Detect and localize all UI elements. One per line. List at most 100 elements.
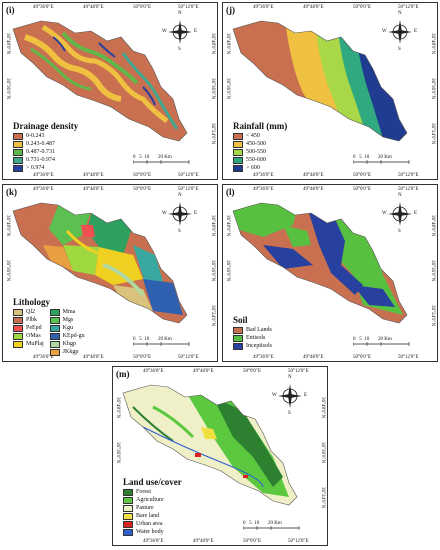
coord-bottom-1: 49°36'0"E [253, 355, 274, 360]
south-letter: S [288, 411, 291, 416]
legend-items: < 450 450-500 500-550 550-600 > 600 [233, 132, 287, 172]
legend-swatch [13, 164, 23, 172]
coord-bottom-4: 50°12'0"E [178, 355, 199, 360]
coord-side-3: 36°24'0"N [430, 123, 435, 145]
legend-item-label: 550-600 [246, 157, 266, 163]
legend-item-label: Ql2 [26, 309, 35, 315]
coord-bottom-1: 49°36'0"E [143, 539, 164, 544]
map-panel-l: (l) 49°36'0"E 49°48'0"E 50°0'0"E 50°12'0… [222, 184, 438, 362]
legend-swatch [13, 132, 23, 140]
coord-top-3: 50°0'0"E [353, 187, 371, 192]
coord-top-4: 50°12'0"E [178, 187, 199, 192]
legend-item: 0-0.243 [13, 132, 78, 140]
coord-side-2: 36°36'0"N [210, 78, 215, 100]
coord-side-1: 36°48'0"N [430, 215, 435, 237]
coord-top-2: 49°48'0"E [303, 5, 324, 10]
legend-item-label: 0-0.243 [26, 133, 45, 139]
scale-tick: 5 [139, 155, 142, 160]
coord-top-4: 50°12'0"E [398, 5, 419, 10]
coord-top-3: 50°0'0"E [243, 369, 261, 374]
legend-item: KEpd-gu [49, 332, 85, 340]
legend-items-col1: Ql2 Plbk PeEpd OMas MuPlaj [13, 308, 44, 356]
north-arrow-icon: N S W E [162, 193, 197, 234]
legend-swatch [49, 348, 60, 356]
legend-item-label: > 600 [246, 165, 260, 171]
coord-side-3: 36°24'0"N [430, 305, 435, 327]
legend-item: OMas [13, 332, 44, 340]
coord-bottom-2: 49°48'0"E [193, 539, 214, 544]
legend-item: Mgs [49, 316, 85, 324]
scale-bar: 0 5 10 20 Km [132, 155, 193, 167]
south-letter: S [398, 47, 401, 52]
scale-tick: 20 [268, 521, 273, 526]
north-letter: N [178, 193, 182, 198]
coord-bottom-3: 50°0'0"E [353, 173, 371, 178]
legend-item: 500-550 [233, 148, 287, 156]
legend-item-label: 0.731-0.974 [26, 157, 55, 163]
coord-side-3: 36°24'0"N [210, 305, 215, 327]
coord-top-2: 49°48'0"E [83, 5, 104, 10]
panel-label: (l) [226, 187, 235, 197]
coord-bottom-3: 50°0'0"E [243, 539, 261, 544]
legend-item-label: > 0.974 [26, 165, 45, 171]
legend-swatch [233, 342, 243, 350]
coord-side-2: 36°36'0"N [210, 260, 215, 282]
scale-tick: 5 [359, 155, 362, 160]
legend-item-label: Entisols [246, 335, 266, 341]
legend-item-label: 500-550 [246, 149, 266, 155]
legend-item: Plbk [13, 316, 44, 324]
scale-unit: Km [274, 521, 282, 526]
scale-tick: 20 [158, 155, 163, 160]
coord-side-2: 36°36'0"N [320, 442, 325, 464]
coord-bottom-4: 50°12'0"E [398, 355, 419, 360]
south-letter: S [398, 229, 401, 234]
legend-item: Forest [123, 488, 182, 496]
scale-tick: 0 [133, 337, 136, 342]
legend: Drainage density 0-0.243 0.243-0.487 0.487… [13, 121, 78, 172]
legend-item: < 450 [233, 132, 287, 140]
west-letter: W [272, 393, 277, 398]
coord-bottom-2: 49°48'0"E [83, 173, 104, 178]
legend-item: Agriculture [123, 496, 182, 504]
legend-swatch [49, 324, 60, 332]
legend-item: MuPlaj [13, 340, 44, 348]
scale-bar: 0 5 10 20 Km [132, 337, 193, 349]
coord-side-1: 36°48'0"N [430, 33, 435, 55]
legend-item: 0.243-0.487 [13, 140, 78, 148]
west-letter: W [162, 211, 167, 216]
coord-top-1: 49°36'0"E [143, 369, 164, 374]
coord-top-1: 49°36'0"E [33, 5, 54, 10]
coord-side-left-2: 36°36'0"N [115, 442, 120, 464]
legend-swatch [233, 326, 243, 334]
coord-top-1: 49°36'0"E [253, 5, 274, 10]
legend-item-label: Mgs [62, 317, 74, 323]
legend-item-label: Inceptisols [246, 343, 272, 349]
east-letter: E [414, 211, 418, 216]
map-panel-j: (j) 49°36'0"E 49°48'0"E 50°0'0"E 50°12'0… [222, 2, 438, 180]
north-letter: N [398, 193, 402, 198]
legend-swatch [49, 332, 60, 340]
coord-side-left-2: 36°36'0"N [5, 260, 10, 282]
coord-side-left-1: 36°48'0"N [115, 397, 120, 419]
coord-top-3: 50°0'0"E [353, 5, 371, 10]
coord-top-4: 50°12'0"E [288, 369, 309, 374]
coord-side-1: 36°48'0"N [320, 397, 325, 419]
south-letter: S [178, 47, 181, 52]
scale-bar: 0 5 10 20 Km [352, 337, 413, 349]
scale-tick: 10 [364, 337, 370, 342]
coord-side-2: 36°36'0"N [430, 78, 435, 100]
legend-item: Mma [49, 308, 85, 316]
legend-item-label: Mma [62, 309, 76, 315]
legend-item: Inceptisols [233, 342, 272, 350]
legend-item: Bare land [123, 512, 182, 520]
drainage-density-map [12, 20, 188, 142]
scale-tick: 0 [353, 155, 356, 160]
coord-top-1: 49°36'0"E [253, 187, 274, 192]
north-letter: N [288, 375, 292, 380]
legend: Rainfall (mm) < 450 450-500 500-550 550-600… [233, 121, 287, 172]
legend-swatch [123, 520, 133, 528]
south-letter: S [178, 229, 181, 234]
legend-item: Kgu [49, 324, 85, 332]
coord-side-2: 36°36'0"N [430, 260, 435, 282]
coord-side-3: 36°24'0"N [210, 123, 215, 145]
